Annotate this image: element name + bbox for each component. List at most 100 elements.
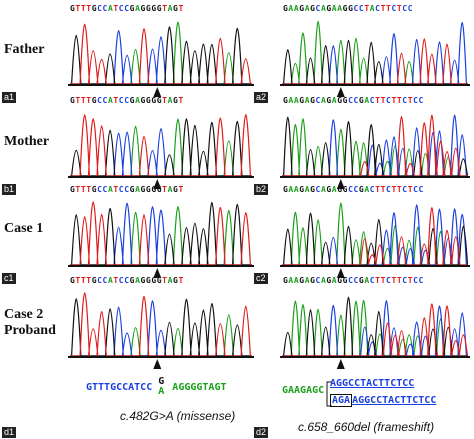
base-9: A (331, 4, 338, 13)
base-22: C (402, 96, 408, 105)
base-10: C (124, 96, 130, 105)
right-variant-line1: AGGCCTACTTCTCC (330, 378, 415, 389)
base-2: T (80, 185, 87, 194)
variant-marker (153, 359, 162, 369)
base-0: G (283, 96, 289, 105)
base-19: G (173, 96, 179, 105)
base-9: A (331, 185, 338, 194)
base-5: G (310, 276, 316, 285)
base-8: G (326, 96, 332, 105)
chromatogram-d1 (68, 292, 254, 369)
chromatogram-b1 (68, 113, 254, 189)
variant-marker (336, 87, 345, 97)
base-5: G (310, 4, 316, 13)
trace-A (70, 314, 252, 357)
panel-label-c2: c2 (254, 273, 268, 284)
base-6: C (102, 185, 108, 194)
panel-label-b2: b2 (254, 184, 269, 195)
panel-label-d2: d2 (254, 427, 269, 438)
base-5: C (97, 4, 103, 13)
base-6: C (315, 4, 321, 13)
base-22: C (402, 185, 408, 194)
panel-label-d1: d1 (2, 427, 17, 438)
base-0: G (70, 276, 76, 285)
left-variant-prefix: GTTTGCCATCC (86, 382, 153, 393)
base-2: A (293, 185, 300, 194)
base-3: T (86, 96, 92, 105)
base-16: G (156, 4, 163, 13)
base-7: A (107, 96, 114, 105)
base-3: T (86, 276, 92, 285)
trace-G (282, 116, 469, 177)
base-20: T (178, 4, 184, 13)
base-3: T (86, 185, 92, 194)
panel-label-c1: c1 (2, 273, 16, 284)
base-2: A (293, 276, 300, 285)
base-13: G (140, 276, 146, 285)
base-12: A (135, 4, 141, 13)
chromatogram-c2 (280, 202, 470, 278)
base-18: A (167, 276, 174, 285)
base-14: G (358, 96, 365, 105)
base-3: T (86, 4, 92, 13)
base-8: G (326, 185, 332, 194)
base-10: G (337, 276, 343, 285)
base-8: T (113, 276, 119, 285)
base-9: C (118, 276, 125, 285)
base-18: T (380, 96, 387, 105)
base-11: G (129, 276, 136, 285)
variant-marker (336, 359, 345, 369)
panel-label-b1: b1 (2, 184, 17, 195)
base-0: G (70, 185, 76, 194)
base-1: T (75, 4, 81, 13)
base-16: G (156, 185, 163, 194)
base-16: C (369, 185, 376, 194)
base-4: A (304, 4, 311, 13)
base-10: C (124, 185, 130, 194)
base-15: A (364, 185, 370, 194)
seq-header-c2: GAAGAGCAGAGGCCGACTTCTTCTCC (283, 185, 424, 194)
base-24: C (413, 96, 419, 105)
base-10: A (337, 4, 343, 13)
base-1: A (288, 96, 294, 105)
base-19: G (173, 276, 179, 285)
right-mutation-label: c.658_660del (frameshift) (298, 420, 435, 434)
seq-header-c1: GTTTGCCATCCGAGGGGTAGT (70, 185, 184, 194)
variant-marker (153, 179, 162, 189)
base-13: C (353, 276, 359, 285)
base-12: A (135, 96, 141, 105)
chromatogram-d2 (280, 296, 470, 369)
left-variant-suffix: AGGGGTAGT (172, 382, 227, 393)
trace-T (70, 23, 252, 85)
base-20: T (391, 276, 397, 285)
base-5: G (310, 96, 316, 105)
right-variant-sequence: GAAGAGC (282, 385, 324, 396)
trace-C (282, 21, 468, 85)
base-5: C (97, 185, 103, 194)
base-10: C (124, 4, 130, 13)
base-2: T (80, 276, 87, 285)
base-17: T (375, 276, 381, 285)
base-14: G (145, 96, 152, 105)
base-24: C (413, 185, 419, 194)
base-25: C (418, 96, 424, 105)
right-variant-deleted-box: AGA (330, 394, 353, 407)
base-6: C (315, 96, 321, 105)
base-19: G (173, 185, 179, 194)
base-4: A (304, 276, 311, 285)
base-16: G (156, 276, 163, 285)
left-variant-het-top: G (158, 376, 165, 387)
base-8: T (113, 96, 119, 105)
base-17: T (162, 96, 168, 105)
base-14: G (145, 4, 152, 13)
seq-header-b1: GTTTGCCATCCGAGGGGTAGT (70, 96, 184, 105)
trace-T (70, 113, 252, 177)
base-8: T (113, 4, 119, 13)
base-19: T (386, 4, 392, 13)
base-12: C (348, 96, 354, 105)
base-21: T (396, 4, 403, 13)
row-label-case2: Case 2 Proband (4, 307, 56, 339)
base-17: T (162, 276, 168, 285)
base-5: G (310, 185, 316, 194)
trace-A (70, 118, 252, 177)
